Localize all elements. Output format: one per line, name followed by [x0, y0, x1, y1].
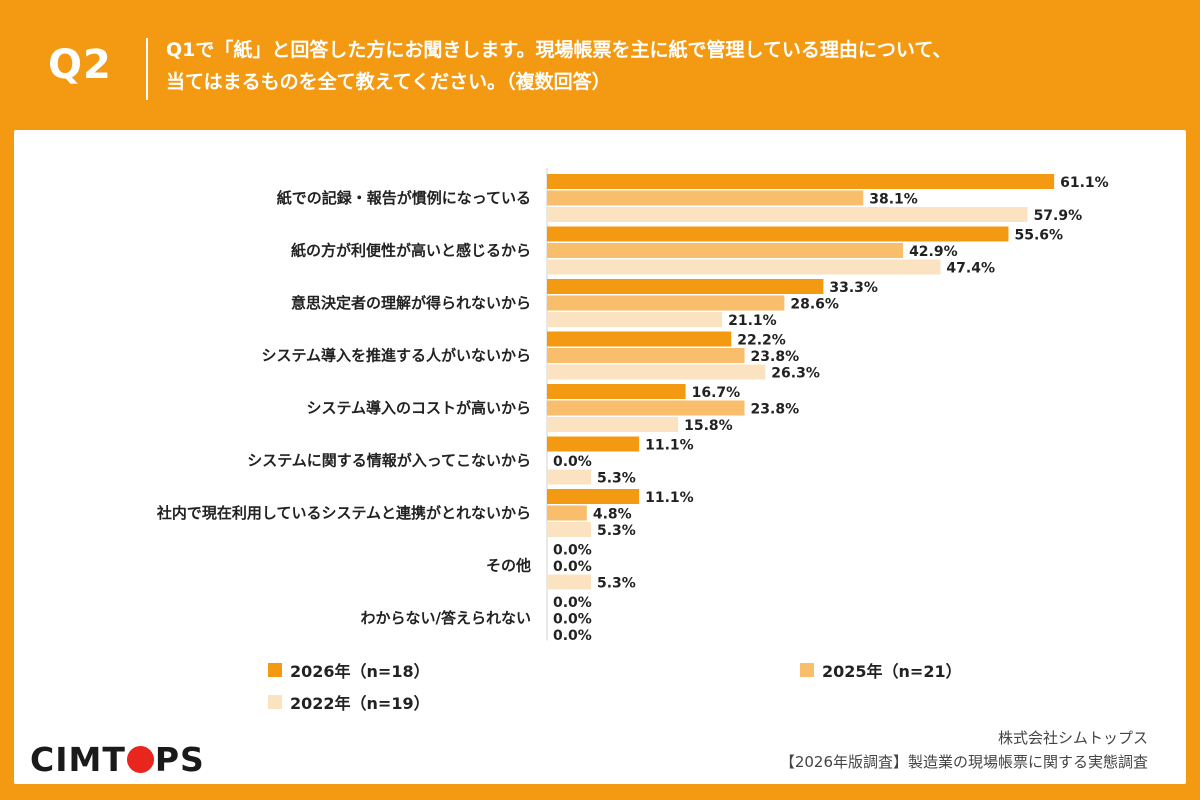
legend-swatch-2026 [268, 663, 282, 677]
category-label: システム導入を推進する人がいないから [261, 347, 531, 365]
value-label-2025: 28.6% [790, 297, 839, 313]
bar-2026 [547, 174, 1055, 189]
logo-text-right: PS [154, 740, 205, 779]
value-label-2025: 38.1% [869, 192, 918, 208]
value-label-2025: 0.0% [553, 612, 592, 628]
bar-2026 [547, 436, 640, 452]
legend-label-2026: 2026年（n=18） [290, 662, 430, 681]
legend-label-2025: 2025年（n=21） [822, 662, 962, 681]
value-label-2022: 5.3% [597, 576, 636, 592]
header: Q2 Q1で「紙」と回答した方にお聞きします。現場帳票を主に紙で管理している理由… [0, 0, 1200, 128]
value-label-2022: 26.3% [771, 366, 820, 382]
value-label-2026: 16.7% [692, 385, 741, 401]
category-label: わからない/答えられない [361, 609, 531, 627]
value-label-2022: 0.0% [553, 628, 592, 644]
bar-2025 [547, 243, 904, 258]
value-label-2025: 4.8% [593, 507, 632, 523]
value-label-2026: 55.6% [1014, 228, 1063, 244]
value-label-2022: 5.3% [597, 471, 636, 487]
category-label: システムに関する情報が入ってこないから [247, 452, 531, 470]
bar-chart: 紙での記録・報告が慣例になっている 61.1% 38.1% 57.9% 紙の方が利便性が… [156, 168, 1109, 644]
bar-2026 [547, 489, 640, 504]
survey-title: 【2026年版調査】製造業の現場帳票に関する実態調査 [779, 753, 1148, 771]
source-note: 株式会社シムトップス 【2026年版調査】製造業の現場帳票に関する実態調査 [780, 726, 1148, 774]
bar-2025 [547, 348, 745, 363]
value-label-2025: 42.9% [909, 244, 958, 260]
value-label-2022: 5.3% [597, 523, 636, 539]
value-label-2026: 0.0% [553, 543, 592, 559]
bar-2025 [547, 400, 745, 416]
company-name: 株式会社シムトップス [997, 729, 1148, 747]
bar-2022 [547, 259, 941, 275]
value-label-2022: 47.4% [946, 261, 995, 277]
question-number: Q2 [48, 42, 112, 88]
value-label-2026: 33.3% [829, 280, 878, 296]
bar-2022 [547, 574, 591, 590]
bar-2026 [547, 226, 1009, 242]
category-label: 紙での記録・報告が慣例になっている [277, 189, 531, 207]
bar-2022 [547, 312, 723, 327]
legend-label-2022: 2022年（n=19） [290, 694, 430, 713]
value-label-2025: 0.0% [553, 559, 592, 575]
chart-panel: 紙での記録・報告が慣例になっている 61.1% 38.1% 57.9% 紙の方が利便性が… [14, 130, 1186, 784]
bar-2022 [547, 522, 591, 537]
category-label: 社内で現在利用しているシステムと連携がとれないから [156, 504, 531, 522]
value-label-2022: 57.9% [1034, 208, 1083, 224]
bar-2026 [547, 384, 686, 399]
legend-item-2026: 2026年（n=18） [268, 658, 430, 682]
legend-swatch-2025 [800, 663, 814, 677]
category-label: その他 [486, 557, 531, 575]
category-label: 意思決定者の理解が得られないから [291, 294, 531, 312]
value-label-2025: 0.0% [553, 454, 592, 470]
bar-2026 [547, 279, 824, 294]
legend-item-2022: 2022年（n=19） [268, 690, 430, 714]
header-divider [146, 38, 148, 100]
value-label-2022: 21.1% [728, 313, 777, 329]
bar-2022 [547, 417, 679, 432]
question-line-2: 当てはまるものを全て教えてください。（複数回答） [166, 71, 611, 93]
bar-2025 [547, 295, 785, 311]
value-label-2026: 61.1% [1060, 175, 1109, 191]
legend-item-2025: 2025年（n=21） [800, 658, 962, 682]
company-logo: CIMT PS [30, 740, 205, 779]
legend-swatch-2022 [268, 695, 282, 709]
bar-2026 [547, 331, 732, 347]
question-line-1: Q1で「紙」と回答した方にお聞きします。現場帳票を主に紙で管理している理由につい… [166, 39, 952, 61]
value-label-2026: 11.1% [645, 438, 694, 454]
category-label: システム導入のコストが高いから [306, 399, 531, 417]
category-label: 紙の方が利便性が高いと感じるから [291, 242, 531, 260]
value-label-2026: 11.1% [645, 490, 694, 506]
question-text: Q1で「紙」と回答した方にお聞きします。現場帳票を主に紙で管理している理由につい… [166, 34, 1166, 98]
bar-2025 [547, 190, 864, 206]
bar-2022 [547, 207, 1028, 222]
bar-2022 [547, 469, 591, 485]
value-label-2022: 15.8% [684, 418, 733, 434]
bar-2022 [547, 364, 766, 380]
value-label-2026: 22.2% [737, 333, 786, 349]
value-label-2026: 0.0% [553, 595, 592, 611]
value-label-2025: 23.8% [751, 349, 800, 365]
value-label-2025: 23.8% [751, 402, 800, 418]
logo-text-left: CIMT [30, 740, 126, 779]
bar-2025 [547, 505, 587, 521]
logo-red-dot [126, 746, 154, 773]
